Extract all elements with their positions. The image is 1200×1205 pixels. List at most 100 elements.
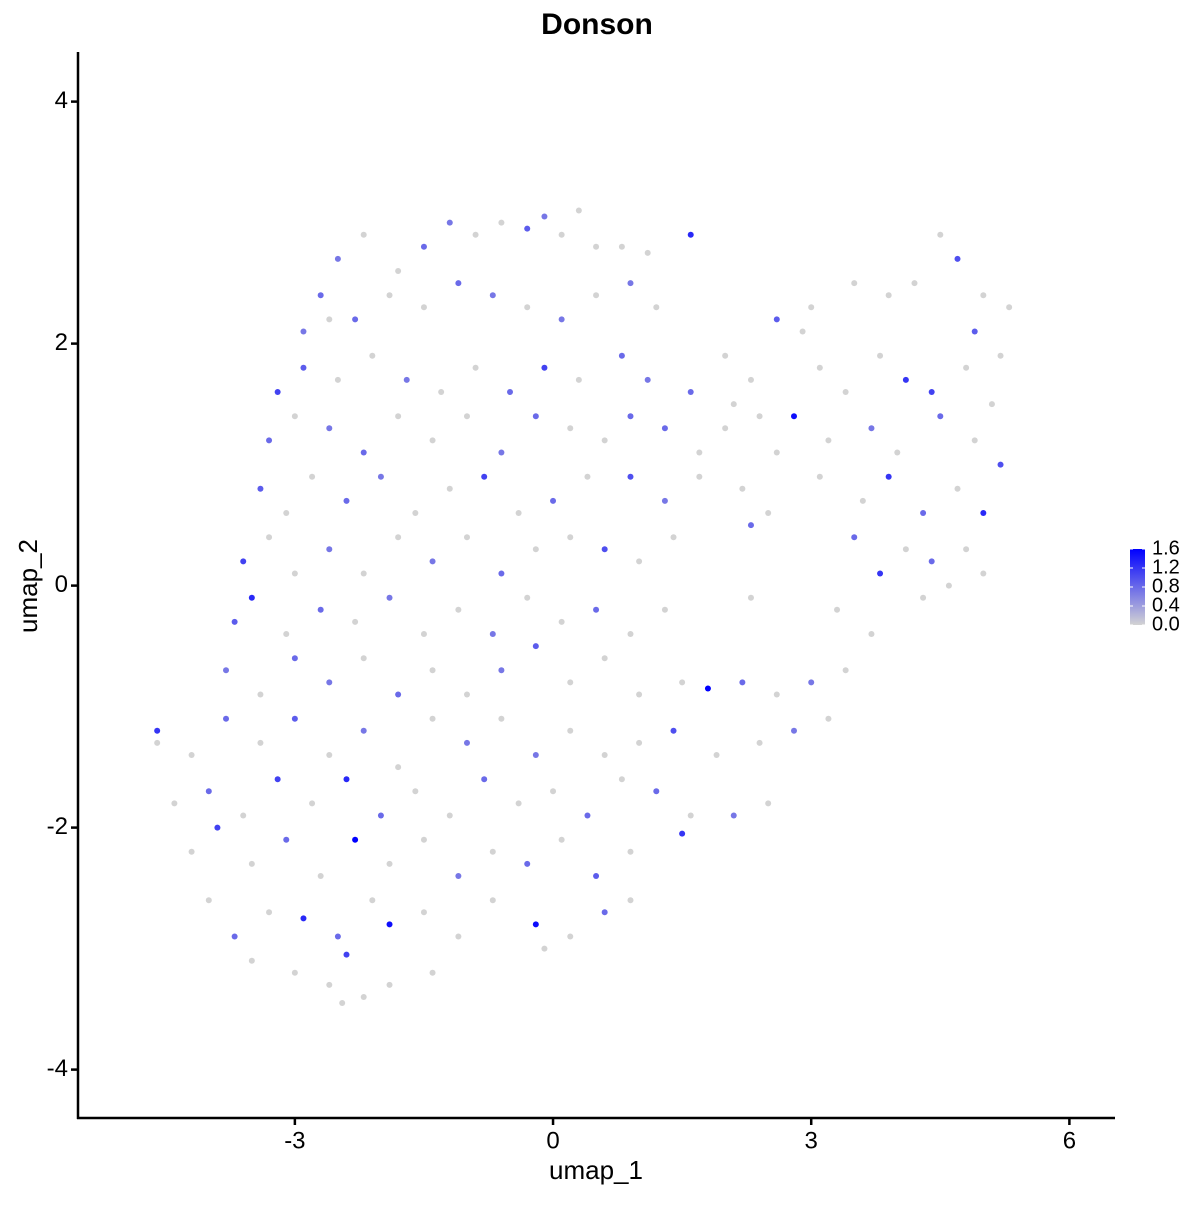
point [481,776,488,783]
point [920,594,927,601]
point [524,304,531,311]
point [420,304,427,311]
x-tick-label: 3 [805,1127,818,1154]
point [980,510,987,517]
point [842,389,849,396]
point [593,292,600,299]
point [223,667,230,674]
point [532,752,539,759]
point [248,860,255,867]
point [963,364,970,371]
point [403,376,410,383]
point [524,225,531,232]
point [507,389,514,396]
point [429,969,436,976]
point [248,594,255,601]
point [704,685,711,692]
point [171,800,178,807]
point [601,546,608,553]
point [360,570,367,577]
point [326,981,333,988]
point [377,473,384,480]
point [928,389,935,396]
point [988,401,995,408]
point [326,752,333,759]
point [395,691,402,698]
point [558,316,565,323]
point [339,1000,346,1007]
point [636,739,643,746]
point [644,249,651,256]
point [412,510,419,517]
point [309,800,316,807]
point [747,376,754,383]
point [584,473,591,480]
point [593,873,600,880]
point [997,461,1004,468]
point [395,534,402,541]
point [541,364,548,371]
point [877,570,884,577]
point [377,812,384,819]
point [463,413,470,420]
point [747,594,754,601]
point [386,981,393,988]
point [231,933,238,940]
point [309,473,316,480]
point [859,497,866,504]
point [257,691,264,698]
point [670,534,677,541]
y-tick-label: -4 [47,1055,68,1082]
point [300,915,307,922]
point [463,691,470,698]
point [902,546,909,553]
point [446,812,453,819]
point [343,497,350,504]
y-tick-label: -2 [47,813,68,840]
point [498,667,505,674]
point [627,631,634,638]
point [334,376,341,383]
point [489,897,496,904]
point [670,727,677,734]
point [661,606,668,613]
point [765,510,772,517]
point [240,558,247,565]
point [636,691,643,698]
point [773,691,780,698]
point [489,631,496,638]
point [851,280,858,287]
point [352,618,359,625]
point [653,788,660,795]
x-tick-label: 0 [546,1127,559,1154]
point [352,836,359,843]
point [188,848,195,855]
point [971,328,978,335]
point [618,243,625,250]
point [980,292,987,299]
point [369,897,376,904]
x-tick-label: -3 [284,1127,305,1154]
point [326,679,333,686]
point [722,352,729,359]
point [593,243,600,250]
point [593,606,600,613]
point [954,255,961,262]
point [360,231,367,238]
point [240,812,247,819]
x-axis-label: umap_1 [549,1155,643,1185]
y-tick-label: 2 [55,329,68,356]
point [937,231,944,238]
point [360,727,367,734]
point [498,715,505,722]
colorbar [1130,549,1145,625]
y-tick-label: 4 [55,87,68,114]
point [834,606,841,613]
point [963,546,970,553]
point [489,292,496,299]
point [283,510,290,517]
point [429,437,436,444]
point [395,268,402,275]
point [730,812,737,819]
